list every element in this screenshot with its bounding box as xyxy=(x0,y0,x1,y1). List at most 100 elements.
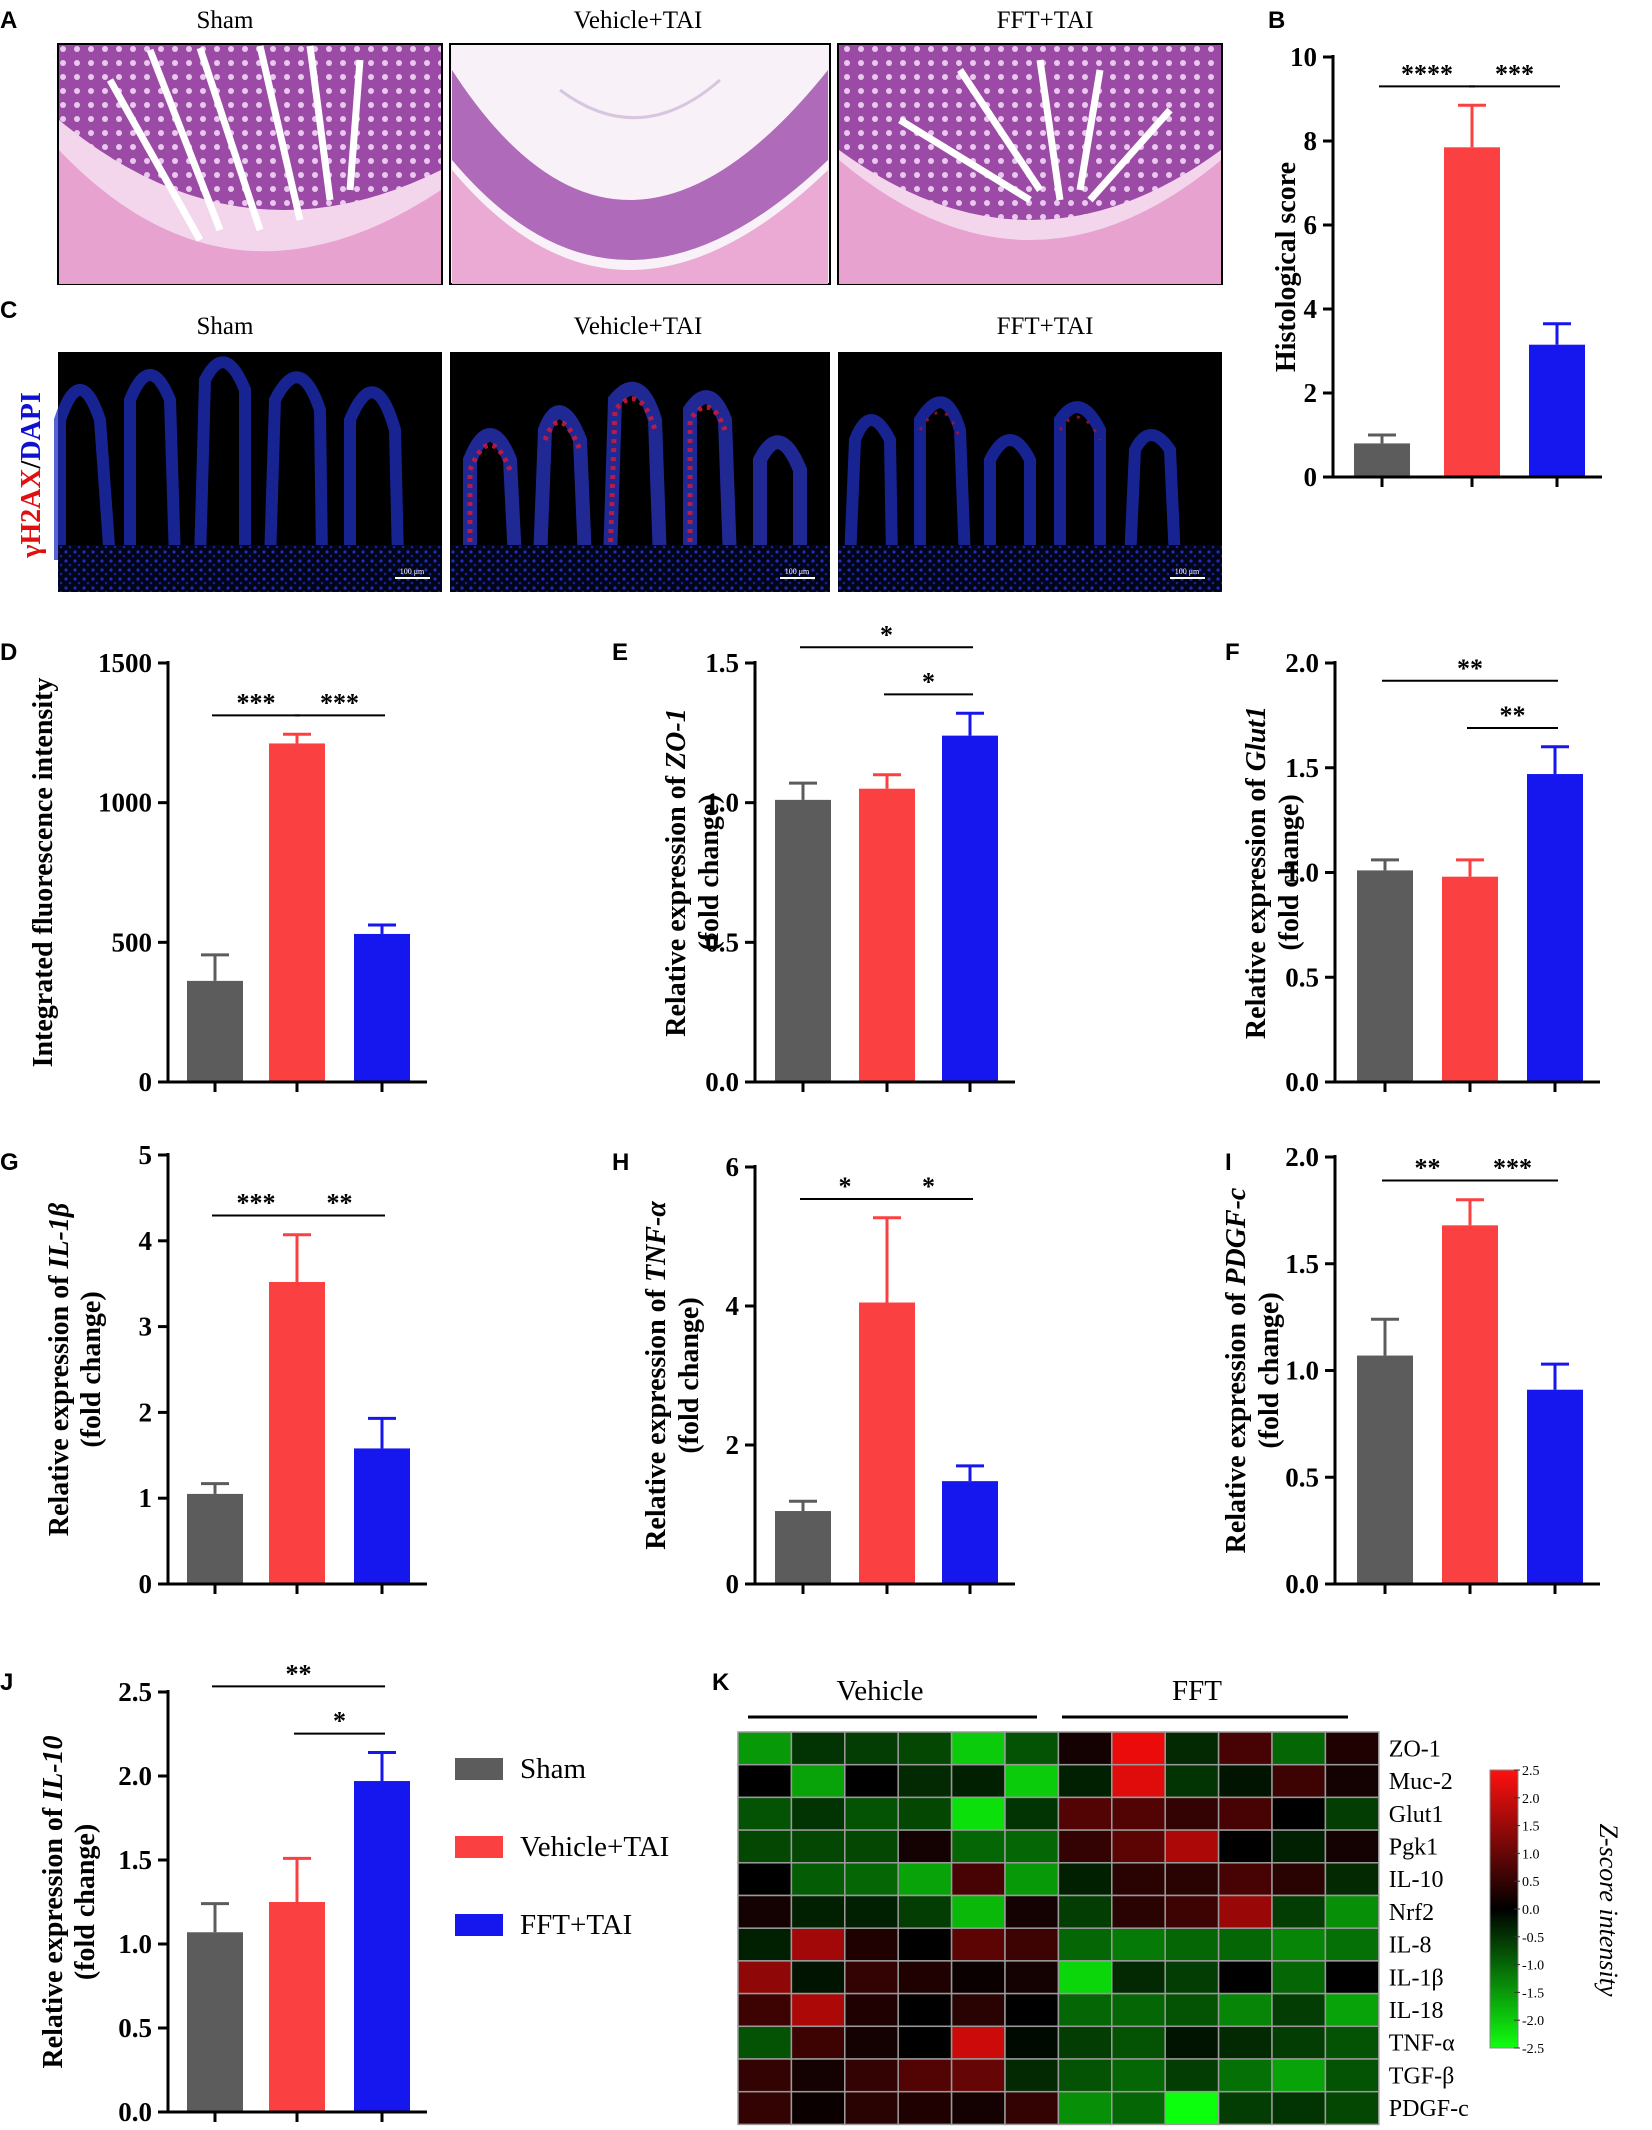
heatmap-cell-r5-c11 xyxy=(1271,1862,1327,1897)
y-axis-label-d: Integrated fluorescence intensity xyxy=(28,678,59,1068)
micrograph-title-sham: Sham xyxy=(197,7,255,34)
bar-b-2 xyxy=(1444,147,1500,478)
panel-label-f: F xyxy=(1225,639,1240,666)
heatmap-cell-r9-c10 xyxy=(1217,1992,1273,2028)
y-tick-label-i-4: 2.0 xyxy=(1285,1142,1319,1172)
bar-e-1 xyxy=(775,799,831,1082)
heatmap-cell-r8-c10 xyxy=(1217,1960,1273,1995)
bar-i-2 xyxy=(1442,1225,1498,1584)
heatmap-cell-r11-c12 xyxy=(1324,2058,1380,2093)
bar-g-3 xyxy=(354,1448,410,1584)
panel-label-e: E xyxy=(612,639,628,666)
colorbar-tick-label-3: 1.0 xyxy=(1522,1847,1540,1862)
y-axis-label-j: Relative expression of IL-10 xyxy=(38,1735,69,2068)
heatmap-cell-r8-c12 xyxy=(1324,1960,1380,1995)
y-tick-label-f-2: 1.0 xyxy=(1285,858,1319,888)
y-tick-label-f-4: 2.0 xyxy=(1285,648,1319,678)
panel-c-immunofluorescence: Sham Vehicle+TAI FFT+TAI γH2AX/DAPI 100 … xyxy=(16,313,1222,592)
heatmap-cell-r8-c5 xyxy=(950,1960,1006,1995)
micrograph-title-vehicle: Vehicle+TAI xyxy=(574,7,703,34)
heatmap-cell-r10-c8 xyxy=(1111,2025,1166,2060)
heatmap-cell-r8-c7 xyxy=(1057,1960,1113,1995)
sig-label-g-2: ** xyxy=(327,1188,353,1217)
panel-label-c: C xyxy=(0,297,17,324)
y-axis-sublabel-h: (fold change) xyxy=(674,1297,705,1453)
heatmap-cell-r12-c5 xyxy=(950,2090,1006,2126)
heatmap-cell-r9-c7 xyxy=(1057,1992,1113,2028)
heatmap-cell-r3-c10 xyxy=(1217,1796,1273,1831)
heatmap-cell-r12-c2 xyxy=(790,2090,846,2126)
heatmap-cell-r7-c4 xyxy=(897,1927,953,1962)
heatmap-cell-r11-c10 xyxy=(1217,2058,1273,2093)
heatmap-cell-r3-c11 xyxy=(1271,1796,1327,1831)
heatmap-cell-r11-c4 xyxy=(897,2058,953,2093)
y-tick-label-i-1: 0.5 xyxy=(1285,1462,1319,1492)
heatmap-cell-r6-c6 xyxy=(1004,1894,1060,1929)
y-axis-label-h: Relative expression of TNF-α xyxy=(641,1201,672,1550)
y-axis-label-gene-i: PDGF-c xyxy=(1221,1187,1252,1287)
y-tick-label-b-4: 8 xyxy=(1304,126,1318,156)
heatmap-cell-r9-c4 xyxy=(897,1992,953,2028)
heatmap-cell-r5-c5 xyxy=(950,1862,1006,1897)
y-tick-label-b-0: 0 xyxy=(1304,462,1318,492)
heatmap-cell-r1-c12 xyxy=(1324,1731,1380,1766)
heatmap-cell-r1-c11 xyxy=(1271,1731,1327,1766)
heatmap-cell-r10-c6 xyxy=(1004,2025,1060,2060)
heatmap-cell-r7-c10 xyxy=(1217,1927,1273,1962)
y-axis-label-f: Relative expression of Glut1 xyxy=(1241,706,1272,1039)
heatmap-colorbar-label: Z-score intensity xyxy=(1594,1823,1623,1997)
if-image-sham: 100 μm xyxy=(54,352,442,592)
heatmap-row-label-9: IL-18 xyxy=(1389,1998,1444,2024)
y-tick-label-h-2: 4 xyxy=(726,1291,740,1321)
y-tick-label-b-1: 2 xyxy=(1304,378,1318,408)
heatmap-cell-r6-c10 xyxy=(1217,1894,1273,1929)
panel-label-j: J xyxy=(0,1669,13,1696)
heatmap-cell-r8-c1 xyxy=(737,1960,793,1995)
heatmap-cell-r11-c11 xyxy=(1271,2058,1327,2093)
panel-label-k: K xyxy=(712,1669,730,1696)
heatmap-cell-r12-c4 xyxy=(897,2090,953,2126)
heatmap-cell-r10-c3 xyxy=(844,2025,899,2060)
panel-k-heatmap: Vehicle FFT ZO-1 Muc-2 Glut1 Pgk1 IL-10 Nrf2 I… xyxy=(737,1675,1623,2126)
y-axis-label-prefix-i: Relative expression of xyxy=(1221,1286,1252,1554)
heatmap-colorbar-ticks: 2.5 2.0 1.5 1.0 0.5 0.0 -0.5 -1.0 -1.5 -2.0 -2.5 xyxy=(1514,1764,1544,2057)
heatmap-cell-r5-c1 xyxy=(737,1862,793,1897)
y-tick-label-i-2: 1.0 xyxy=(1285,1356,1319,1386)
y-axis-label-i: Relative expression of PDGF-c xyxy=(1221,1187,1252,1553)
heatmap-cell-r2-c2 xyxy=(790,1763,846,1799)
scale-bar-label-vehicle: 100 μm xyxy=(785,567,810,576)
heatmap-cell-r1-c2 xyxy=(790,1731,846,1766)
heatmap-cell-r6-c11 xyxy=(1271,1894,1327,1929)
heatmap-cell-r1-c1 xyxy=(737,1731,793,1766)
sig-label-i-2: *** xyxy=(1493,1153,1532,1182)
y-tick-label-j-4: 2.0 xyxy=(118,1761,152,1791)
y-axis-label-gene-j: IL-10 xyxy=(38,1735,69,1801)
heatmap-cell-r2-c3 xyxy=(844,1763,899,1799)
chart-d-fluorescence-intensity: 0 500 1000 1500 *** *** Integrated fluorescenc… xyxy=(28,648,427,1097)
bar-i-1 xyxy=(1357,1355,1413,1584)
chart-j-il10: 0.00.51.01.52.02.5***Relative expression… xyxy=(38,1659,427,2127)
y-axis-label-prefix-f: Relative expression of xyxy=(1241,771,1272,1039)
colorbar-tick-label-4: 0.5 xyxy=(1522,1875,1540,1890)
sig-label-e-2: * xyxy=(922,667,935,696)
heatmap-cell-r8-c3 xyxy=(844,1960,899,1995)
if-image-fft: 100 μm xyxy=(838,352,1222,592)
legend: Sham Vehicle+TAI FFT+TAI xyxy=(455,1753,669,1941)
if-image-vehicle: 100 μm xyxy=(450,352,830,592)
y-axis-label-b: Histological score xyxy=(1271,162,1302,372)
sig-label-h-1: * xyxy=(839,1172,852,1201)
heatmap-cell-r11-c1 xyxy=(737,2058,793,2093)
if-title-vehicle: Vehicle+TAI xyxy=(574,313,703,340)
heatmap-cell-r7-c3 xyxy=(844,1927,899,1962)
heatmap-cell-r7-c8 xyxy=(1111,1927,1166,1962)
y-tick-label-j-3: 1.5 xyxy=(118,1845,152,1875)
heatmap-cell-r6-c5 xyxy=(950,1894,1006,1929)
heatmap-row-label-11: TGF-β xyxy=(1389,2063,1455,2089)
y-axis-label-prefix-e: Relative expression of xyxy=(661,769,692,1037)
y-axis-sublabel-j: (fold change) xyxy=(70,1824,101,1980)
panel-label-b: B xyxy=(1268,7,1285,34)
colorbar-tick-label-0: 2.5 xyxy=(1522,1764,1540,1779)
heatmap-cell-r5-c6 xyxy=(1004,1862,1060,1897)
heatmap-cell-r9-c6 xyxy=(1004,1992,1060,2028)
sig-label-j-2: * xyxy=(333,1707,346,1736)
